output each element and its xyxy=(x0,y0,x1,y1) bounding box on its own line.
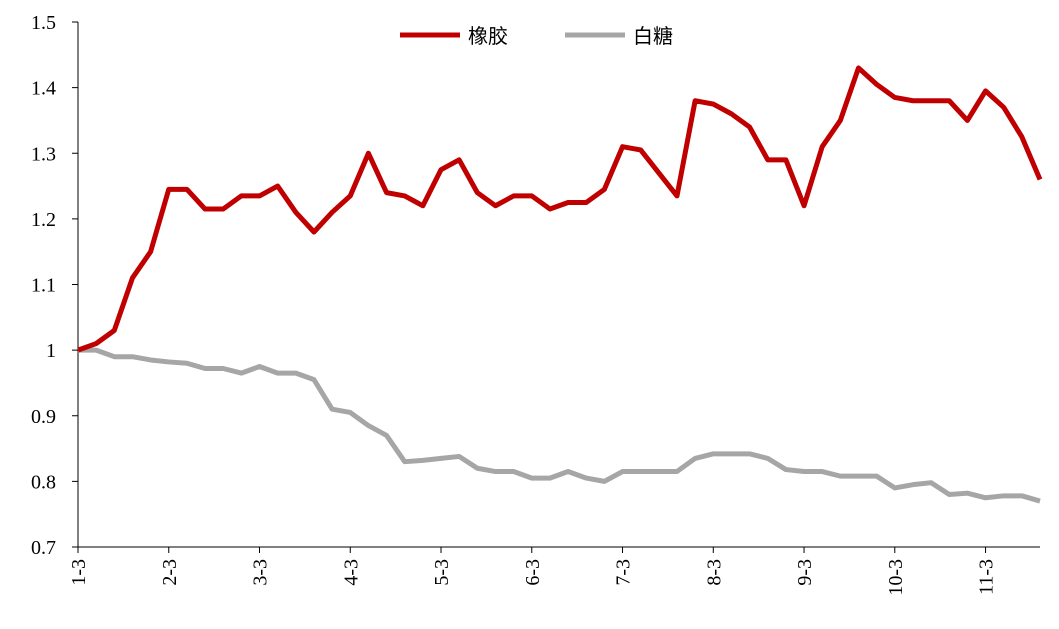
y-tick-label: 1 xyxy=(46,340,56,362)
y-tick-label: 0.9 xyxy=(31,406,56,428)
y-tick-label: 1.5 xyxy=(31,12,56,34)
y-tick-label: 1.2 xyxy=(31,209,56,231)
series-line xyxy=(78,347,1041,504)
y-tick-label: 1.3 xyxy=(31,143,56,165)
x-tick-label: 6-3 xyxy=(522,559,544,586)
x-tick-label: 9-3 xyxy=(794,559,816,586)
series-line xyxy=(77,65,1043,353)
x-tick-label: 7-3 xyxy=(613,559,635,586)
x-tick-label: 3-3 xyxy=(250,559,272,586)
y-tick-label: 1.1 xyxy=(31,275,56,297)
x-tick-label: 1-3 xyxy=(68,559,90,586)
legend-label: 白糖 xyxy=(633,25,673,48)
x-tick-label: 5-3 xyxy=(431,559,453,586)
x-tick-label: 4-3 xyxy=(340,559,362,586)
x-tick-label: 2-3 xyxy=(159,559,181,586)
x-tick-label: 11-3 xyxy=(976,559,998,595)
legend-label: 橡胶 xyxy=(468,25,508,48)
y-tick-label: 0.8 xyxy=(31,471,56,493)
x-tick-label: 8-3 xyxy=(703,559,725,586)
y-tick-label: 0.7 xyxy=(31,537,56,559)
y-tick-label: 1.4 xyxy=(31,78,56,100)
x-tick-label: 10-3 xyxy=(885,559,907,596)
